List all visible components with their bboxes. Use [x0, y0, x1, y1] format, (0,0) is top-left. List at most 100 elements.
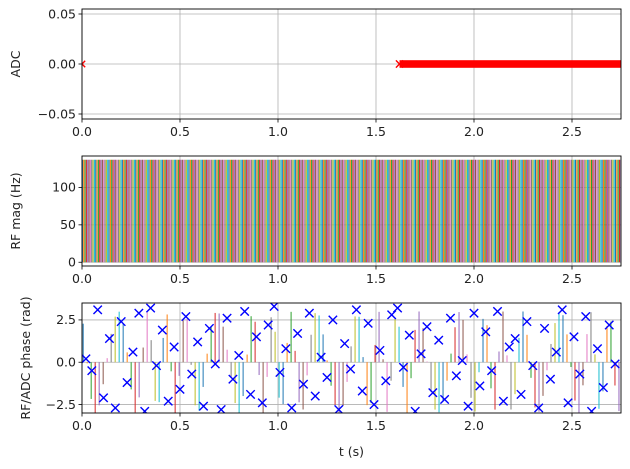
- phase-marker: [575, 369, 585, 379]
- phase-marker: [475, 381, 485, 391]
- phase-marker: [275, 367, 285, 378]
- phase-marker: [410, 406, 420, 413]
- phase-marker: [175, 384, 185, 395]
- phase-xtick-label: 1.0: [268, 418, 288, 433]
- phase-marker: [398, 362, 409, 373]
- phase-marker: [87, 365, 97, 376]
- phase-marker: [257, 398, 268, 408]
- phase-marker: [281, 343, 291, 354]
- phase-marker: [528, 360, 538, 371]
- phase-marker: [481, 327, 491, 337]
- phase-marker: [610, 359, 620, 369]
- adc-xtick-label: 2.5: [562, 124, 582, 139]
- phase-marker: [316, 352, 326, 362]
- phase-marker: [598, 382, 609, 393]
- phase-marker: [128, 347, 138, 357]
- phase-marker: [292, 328, 303, 339]
- phase-xtick-label: 2.5: [562, 418, 582, 433]
- phase-marker: [110, 403, 121, 413]
- phase-marker: [82, 354, 91, 364]
- phase-marker: [151, 360, 162, 371]
- phase-marker: [445, 313, 456, 323]
- adc-sample-marker: [82, 60, 86, 68]
- phase-marker: [569, 332, 579, 342]
- phase-marker: [140, 406, 150, 413]
- phase-marker: [486, 365, 497, 376]
- adc-xtick-label: 1.5: [366, 124, 386, 139]
- phase-marker: [533, 403, 544, 413]
- rf-mag-xtick-label: 0.5: [170, 271, 190, 286]
- phase-xtick-label: 0.5: [170, 418, 190, 433]
- phase-marker: [451, 371, 462, 381]
- phase-marker: [463, 401, 473, 411]
- phase-marker: [181, 311, 191, 322]
- phase-ytick-label: −2.5: [46, 397, 76, 412]
- adc-ytick-label: −0.05: [38, 106, 76, 121]
- phase-marker: [369, 399, 379, 410]
- phase-marker: [198, 401, 209, 411]
- phase-marker: [351, 305, 362, 315]
- rf-mag-xtick-label: 2.5: [562, 271, 582, 286]
- phase-marker: [457, 355, 467, 366]
- phase-marker: [492, 306, 503, 317]
- phase-panel: 0.0 0.5 1.0 1.5 2.0 2.5 −2.5 0.0 2.5 RF/ADC phas…: [18, 296, 622, 459]
- phase-marker: [422, 321, 432, 332]
- phase-marker: [510, 333, 520, 344]
- rf-mag-axes-frame: [81, 155, 622, 267]
- phase-ytick-label: 0.0: [56, 355, 76, 370]
- phase-marker: [310, 391, 320, 401]
- rf-mag-marks: [82, 159, 621, 263]
- phase-marker: [134, 308, 144, 318]
- rf-mag-ticks: 0.0 0.5 1.0 1.5 2.0 2.5 0 50 100: [52, 180, 582, 286]
- phase-marker: [163, 396, 173, 406]
- adc-sample-run: [399, 60, 621, 68]
- adc-ticks: 0.0 0.5 1.0 1.5 2.0 2.5 −0.05 0.00 0.05: [38, 6, 582, 139]
- rf-mag-ytick-label: 0: [68, 255, 76, 270]
- rf-mag-xtick-label: 1.5: [366, 271, 386, 286]
- phase-marker: [498, 396, 509, 406]
- phase-marker: [439, 394, 450, 405]
- phase-marker: [122, 377, 132, 388]
- phase-marker: [375, 345, 385, 356]
- adc-ytick-label: 0.05: [48, 6, 76, 21]
- phase-xtick-label: 2.0: [464, 418, 484, 433]
- phase-marker: [263, 320, 273, 330]
- rf-mag-ytick-label: 100: [52, 180, 76, 195]
- adc-xtick-label: 2.0: [464, 124, 484, 139]
- phase-marker: [287, 403, 297, 413]
- phase-marker: [345, 364, 356, 374]
- phase-marker: [504, 342, 514, 352]
- adc-ylabel: ADC: [8, 50, 23, 77]
- rf-mag-xtick-label: 0.0: [72, 271, 92, 286]
- rf-mag-ylabel: RF mag (Hz): [8, 172, 23, 249]
- phase-axes-frame: [81, 302, 622, 414]
- phase-marker: [581, 311, 591, 322]
- phase-marker: [357, 386, 367, 396]
- phase-marker: [204, 323, 215, 334]
- phase-marker: [586, 406, 597, 413]
- phase-marker: [539, 323, 550, 334]
- phase-marker: [245, 389, 256, 400]
- phase-marker: [239, 306, 250, 317]
- phase-marker: [392, 303, 403, 313]
- phase-marker: [339, 338, 350, 349]
- phase-marker: [145, 303, 156, 313]
- phase-marker: [157, 325, 168, 335]
- adc-xtick-label: 0.0: [72, 124, 92, 139]
- phase-ylabel: RF/ADC phase (rad): [18, 296, 33, 419]
- phase-marker: [169, 342, 179, 352]
- phase-ticks: 0.0 0.5 1.0 1.5 2.0 2.5 −2.5 0.0 2.5: [46, 312, 582, 433]
- rf-mag-xtick-label: 1.0: [268, 271, 288, 286]
- phase-marker: [116, 316, 126, 327]
- rf-mag-xtick-label: 2.0: [464, 271, 484, 286]
- adc-ytick-label: 0.00: [48, 56, 76, 71]
- adc-marks: [82, 59, 621, 69]
- phase-marker: [228, 374, 238, 384]
- adc-sample-marker: [395, 59, 404, 69]
- phase-ytick-label: 2.5: [56, 312, 76, 327]
- phase-marker: [469, 308, 479, 318]
- phase-marker: [434, 335, 444, 345]
- phase-marker: [592, 343, 603, 354]
- phase-xtick-label: 1.5: [366, 418, 386, 433]
